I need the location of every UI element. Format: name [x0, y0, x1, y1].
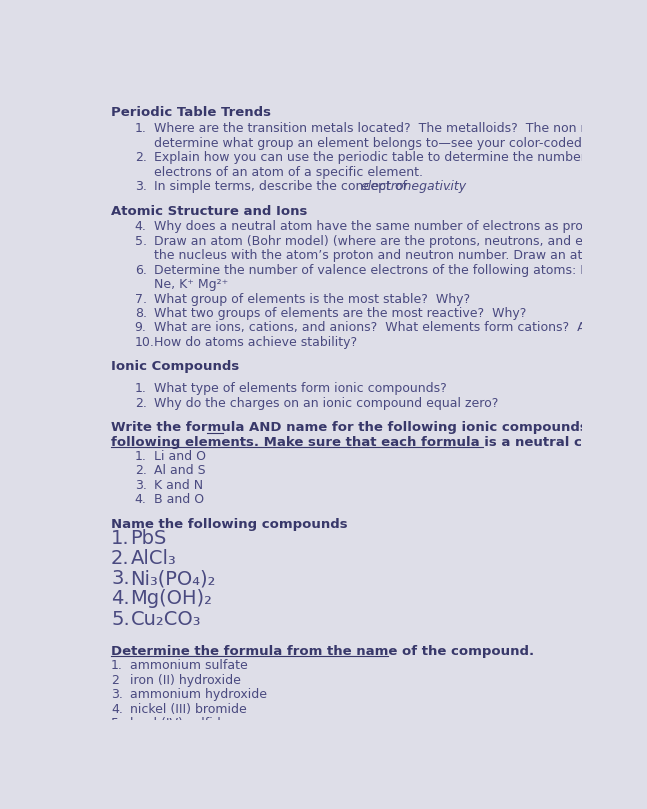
Text: determine what group an element belongs to—see your color-coded periodic table (: determine what group an element belongs …: [154, 137, 647, 150]
Text: Why do the charges on an ionic compound equal zero?: Why do the charges on an ionic compound …: [154, 396, 498, 409]
Text: Draw an atom (Bohr model) (where are the protons, neutrons, and electrons locate: Draw an atom (Bohr model) (where are the…: [154, 235, 647, 248]
Text: What type of elements form ionic compounds?: What type of elements form ionic compoun…: [154, 382, 447, 395]
Text: AlCl₃: AlCl₃: [131, 549, 176, 568]
Text: following elements. Make sure that each formula is a neutral compound.: following elements. Make sure that each …: [111, 435, 647, 448]
Text: lead (IV) sulfide: lead (IV) sulfide: [131, 717, 229, 730]
Text: ammonium hydroxide: ammonium hydroxide: [131, 688, 267, 701]
Text: 2.: 2.: [111, 549, 129, 568]
Text: 5.: 5.: [135, 235, 147, 248]
Text: Ionic Compounds: Ionic Compounds: [111, 361, 239, 374]
Text: 3.: 3.: [111, 688, 123, 701]
Text: Atomic Structure and Ions: Atomic Structure and Ions: [111, 205, 307, 218]
Text: 6.: 6.: [135, 264, 147, 277]
Text: 1.: 1.: [135, 382, 147, 395]
Text: What group of elements is the most stable?  Why?: What group of elements is the most stabl…: [154, 293, 470, 306]
Text: In simple terms, describe the concept of: In simple terms, describe the concept of: [154, 180, 411, 193]
Text: K and N: K and N: [154, 479, 203, 492]
Text: 3.: 3.: [111, 569, 129, 588]
Text: Periodic Table Trends: Periodic Table Trends: [111, 106, 271, 120]
Text: 4.: 4.: [135, 220, 147, 233]
Text: Cu₂CO₃: Cu₂CO₃: [131, 609, 201, 629]
Text: 2.: 2.: [135, 151, 147, 164]
Text: nickel (III) bromide: nickel (III) bromide: [131, 702, 247, 716]
Text: Write the formula AND name for the following ionic compounds that form between t: Write the formula AND name for the follo…: [111, 421, 647, 434]
Text: the nucleus with the atom’s proton and neutron number. Draw an atom of Li, Li⁺, : the nucleus with the atom’s proton and n…: [154, 249, 647, 262]
Text: 5.: 5.: [111, 717, 123, 730]
Text: 2.: 2.: [135, 464, 147, 477]
Text: 2: 2: [111, 674, 119, 687]
Text: ammonium sulfate: ammonium sulfate: [131, 659, 248, 672]
Text: Determine the formula from the name of the compound.: Determine the formula from the name of t…: [111, 645, 534, 658]
Text: 1.: 1.: [135, 122, 147, 135]
Text: What two groups of elements are the most reactive?  Why?: What two groups of elements are the most…: [154, 307, 527, 320]
Text: 3.: 3.: [135, 180, 147, 193]
Text: 1.: 1.: [135, 450, 147, 463]
Text: What are ions, cations, and anions?  What elements form cations?  Anions?: What are ions, cations, and anions? What…: [154, 321, 626, 334]
Text: Determine the number of valence electrons of the following atoms: H, He, Ca²⁺, B: Determine the number of valence electron…: [154, 264, 647, 277]
Text: Mg(OH)₂: Mg(OH)₂: [131, 589, 212, 608]
Text: 4.: 4.: [135, 493, 147, 506]
Text: 8.: 8.: [135, 307, 147, 320]
Text: Name the following compounds: Name the following compounds: [111, 518, 347, 531]
Text: .: .: [446, 180, 450, 193]
Text: PbS: PbS: [131, 528, 167, 548]
Text: Ne, K⁺ Mg²⁺: Ne, K⁺ Mg²⁺: [154, 278, 228, 291]
Text: Al and S: Al and S: [154, 464, 206, 477]
Text: How do atoms achieve stability?: How do atoms achieve stability?: [154, 336, 357, 349]
Text: Explain how you can use the periodic table to determine the number of protons, n: Explain how you can use the periodic tab…: [154, 151, 647, 164]
Text: iron (II) hydroxide: iron (II) hydroxide: [131, 674, 241, 687]
Text: electronegativity: electronegativity: [360, 180, 466, 193]
Text: 2.: 2.: [135, 396, 147, 409]
Text: 7.: 7.: [135, 293, 147, 306]
Text: Li and O: Li and O: [154, 450, 206, 463]
Text: 9.: 9.: [135, 321, 147, 334]
Text: 3.: 3.: [135, 479, 147, 492]
Text: 4.: 4.: [111, 589, 129, 608]
Text: Where are the transition metals located?  The metalloids?  The non metals?  Be a: Where are the transition metals located?…: [154, 122, 647, 135]
Text: 1.: 1.: [111, 528, 129, 548]
Text: Why does a neutral atom have the same number of electrons as protons?: Why does a neutral atom have the same nu…: [154, 220, 617, 233]
Text: 4.: 4.: [111, 702, 123, 716]
Text: B and O: B and O: [154, 493, 204, 506]
Text: 5.: 5.: [111, 609, 130, 629]
Text: 10.: 10.: [135, 336, 155, 349]
Text: 1.: 1.: [111, 659, 123, 672]
Text: electrons of an atom of a specific element.: electrons of an atom of a specific eleme…: [154, 166, 423, 179]
Text: Ni₃(PO₄)₂: Ni₃(PO₄)₂: [131, 569, 216, 588]
